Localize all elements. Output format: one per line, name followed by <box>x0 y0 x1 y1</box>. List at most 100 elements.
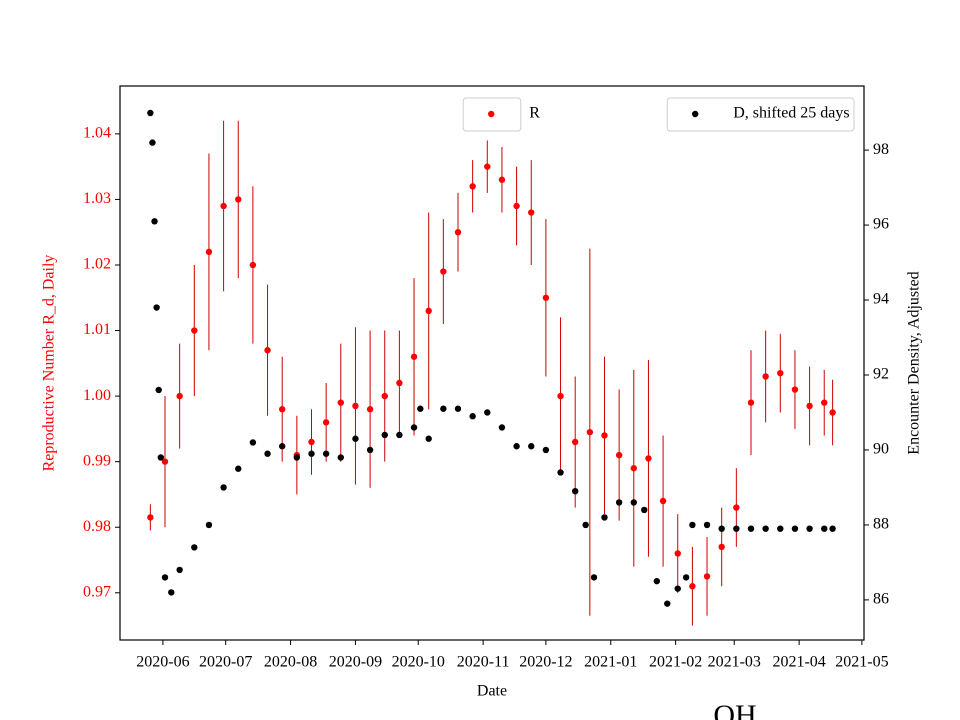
x-tick-label: 2020-08 <box>264 654 317 671</box>
point <box>454 229 462 236</box>
y-tick-label: 1.03 <box>83 190 111 207</box>
point <box>659 497 667 505</box>
point <box>381 392 388 400</box>
point <box>747 525 755 532</box>
point <box>161 458 169 465</box>
point <box>689 583 696 590</box>
point <box>586 428 594 436</box>
point <box>484 163 491 170</box>
legend-label: D, shifted 25 days <box>733 105 849 122</box>
point <box>821 525 828 532</box>
y2-tick-label: 86 <box>873 591 889 608</box>
point <box>410 353 418 360</box>
point <box>235 196 242 203</box>
y-tick-label: 0.97 <box>83 583 111 600</box>
point <box>322 450 330 457</box>
point <box>205 248 213 256</box>
point <box>249 439 257 446</box>
point <box>161 574 169 581</box>
point <box>425 435 432 442</box>
y2-tick-label: 94 <box>873 291 889 308</box>
point <box>791 525 799 532</box>
point <box>396 379 403 387</box>
x-tick-label: 2020-12 <box>519 654 572 671</box>
point <box>396 431 403 439</box>
point <box>718 543 725 551</box>
point <box>615 499 623 506</box>
point <box>322 419 330 426</box>
x-tick-label: 2021-02 <box>649 654 702 671</box>
x-tick-label: 2020-09 <box>329 654 382 671</box>
y2-tick-label: 88 <box>873 516 889 533</box>
x-tick-label: 2021-04 <box>772 654 825 671</box>
y-tick-label: 0.98 <box>83 518 111 535</box>
point <box>571 487 579 495</box>
point <box>425 307 432 315</box>
point <box>293 454 301 461</box>
point <box>733 504 740 511</box>
y-tick-label: 1.02 <box>83 256 111 273</box>
y-tick-label: 1.01 <box>83 321 111 338</box>
legend-box <box>666 97 855 132</box>
point <box>337 399 344 406</box>
point <box>821 399 828 406</box>
x-tick-label: 2020-11 <box>457 654 510 671</box>
point <box>484 409 491 416</box>
point <box>645 455 652 462</box>
point <box>747 399 755 406</box>
point <box>806 525 813 532</box>
point <box>149 139 156 146</box>
point <box>205 521 213 529</box>
point <box>469 183 476 190</box>
point <box>703 573 711 580</box>
point <box>352 435 359 442</box>
point <box>528 209 535 216</box>
point <box>151 218 158 225</box>
x-tick-label: 2020-07 <box>199 654 252 671</box>
point <box>777 369 784 377</box>
x-tick-label: 2020-10 <box>392 654 445 671</box>
point <box>528 443 535 450</box>
legend-marker <box>692 110 699 118</box>
point <box>381 431 388 439</box>
point <box>542 446 550 454</box>
x-tick-label: 2020-06 <box>136 654 189 671</box>
point <box>733 525 740 532</box>
point <box>601 432 608 439</box>
point <box>653 577 661 585</box>
point <box>664 600 671 607</box>
point <box>590 574 598 581</box>
point <box>498 176 506 183</box>
annotation: OH <box>713 699 756 720</box>
point <box>220 484 227 491</box>
point <box>264 347 271 354</box>
y-tick-label: 1.00 <box>83 387 111 404</box>
point <box>410 424 418 431</box>
point <box>440 268 447 275</box>
point <box>829 525 836 532</box>
point <box>155 386 162 394</box>
point <box>513 202 520 210</box>
point <box>791 386 799 393</box>
point <box>352 402 359 410</box>
point <box>235 465 242 472</box>
y2-tick-label: 90 <box>873 441 889 458</box>
point <box>157 454 165 461</box>
y-tick-label: 0.99 <box>83 452 111 469</box>
point <box>249 261 257 269</box>
point <box>498 424 506 431</box>
point <box>469 413 476 420</box>
point <box>630 465 637 472</box>
point <box>147 109 154 117</box>
point <box>337 454 344 461</box>
y2-axis-label: Encounter Density, Adjusted <box>906 271 923 454</box>
point <box>220 202 227 210</box>
y-tick-label: 1.04 <box>83 125 111 142</box>
point <box>366 406 374 413</box>
point <box>630 499 637 506</box>
point <box>641 506 648 514</box>
point <box>308 450 315 457</box>
point <box>571 438 579 446</box>
point <box>153 304 160 311</box>
point <box>513 443 520 450</box>
